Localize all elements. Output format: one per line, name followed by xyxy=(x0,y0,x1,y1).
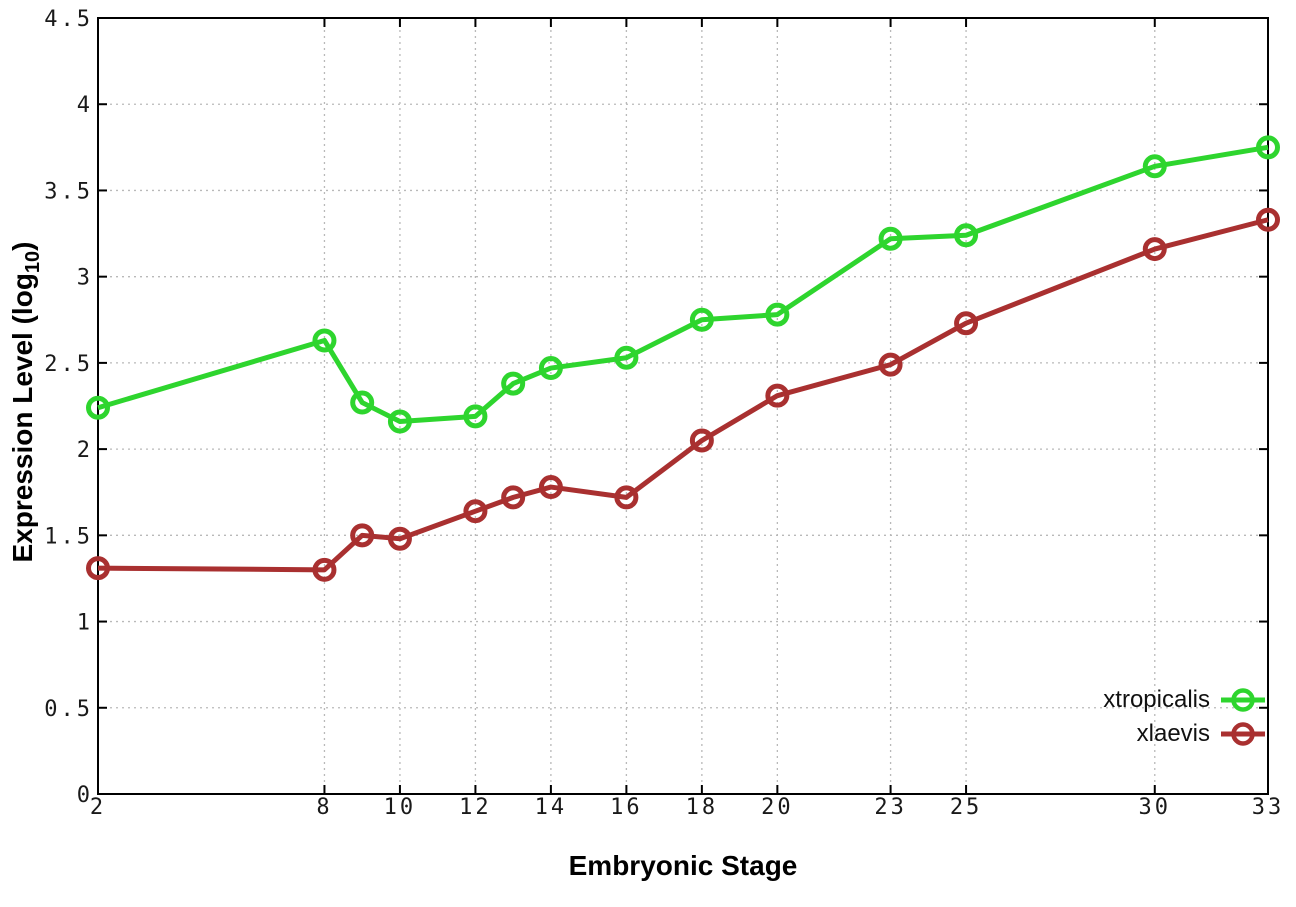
xtropicalis-marker xyxy=(538,356,563,381)
legend-circle-marker-icon xyxy=(1231,688,1255,712)
x-tick-label: 12 xyxy=(459,795,492,820)
plot-border xyxy=(97,17,1269,795)
xlaevis-marker xyxy=(614,485,639,510)
xlaevis-marker xyxy=(878,352,903,377)
y-tick-label: 2.5 xyxy=(44,352,93,377)
xlaevis-marker xyxy=(387,526,412,551)
y-axis-title-subscript: 10 xyxy=(22,250,44,274)
legend-marker-xlaevis xyxy=(1221,722,1265,746)
y-tick-label: 4.5 xyxy=(44,7,93,32)
y-tick-label: 0.5 xyxy=(44,697,93,722)
xtropicalis-marker xyxy=(86,395,110,420)
xlaevis-marker xyxy=(1142,237,1167,262)
xtropicalis-marker xyxy=(1256,135,1280,160)
xtropicalis-marker xyxy=(350,390,375,415)
x-tick-label: 20 xyxy=(761,795,794,820)
legend-marker-xtropicalis xyxy=(1221,688,1265,712)
y-axis-title: Expression Level (log10) xyxy=(7,242,45,563)
xtropicalis-marker xyxy=(501,371,526,396)
x-axis-title: Embryonic Stage xyxy=(568,850,798,881)
x-tick-label: 23 xyxy=(874,795,907,820)
legend-item-xtropicalis: xtropicalis xyxy=(1103,684,1266,716)
x-tick-label: 16 xyxy=(610,795,643,820)
xlaevis-line xyxy=(97,217,1269,573)
xtropicalis-marker xyxy=(614,345,639,370)
x-tick-label: 10 xyxy=(384,795,417,820)
xtropicalis-marker xyxy=(312,328,337,353)
xtropicalis-marker xyxy=(689,307,714,332)
xlaevis-marker xyxy=(954,311,979,336)
x-tick-label: 18 xyxy=(686,795,719,820)
x-tick-label: 2 xyxy=(90,795,106,820)
legend-item-xlaevis: xlaevis xyxy=(1103,718,1266,750)
y-tick-label: 2 xyxy=(77,438,93,463)
xtropicalis-marker xyxy=(1142,154,1167,179)
y-axis-title-suffix: ) xyxy=(7,241,38,251)
xlaevis-marker xyxy=(463,499,488,524)
x-tick-label: 14 xyxy=(535,795,568,820)
xlaevis-marker xyxy=(765,383,790,408)
x-tick-label: 33 xyxy=(1252,795,1285,820)
legend: xtropicalis xlaevis xyxy=(1103,684,1266,750)
xlaevis-marker xyxy=(312,557,337,582)
xlaevis-marker xyxy=(1256,207,1280,232)
xlaevis-marker xyxy=(86,556,110,581)
y-tick-label: 1.5 xyxy=(44,524,93,549)
y-tick-label: 4 xyxy=(77,93,93,118)
y-tick-label: 3 xyxy=(77,266,93,291)
xtropicalis-marker xyxy=(765,302,790,327)
xtropicalis-marker xyxy=(463,404,488,429)
xtropicalis-marker xyxy=(878,226,903,251)
y-axis-title-text: Expression Level (log xyxy=(7,273,38,563)
x-tick-label: 25 xyxy=(950,795,983,820)
xtropicalis-marker xyxy=(387,409,412,434)
y-tick-label: 0 xyxy=(77,783,93,808)
y-tick-label: 3.5 xyxy=(44,179,93,204)
x-tick-label: 8 xyxy=(316,795,332,820)
y-tick-label: 1 xyxy=(77,611,93,636)
xlaevis-marker xyxy=(538,475,563,500)
x-tick-label: 30 xyxy=(1139,795,1172,820)
xtropicalis-line xyxy=(97,144,1269,425)
xlaevis-marker xyxy=(350,523,375,548)
xlaevis-marker xyxy=(689,428,714,453)
legend-label-xlaevis: xlaevis xyxy=(1136,720,1210,747)
legend-label-xtropicalis: xtropicalis xyxy=(1103,686,1210,713)
xlaevis-marker xyxy=(501,485,526,510)
xtropicalis-marker xyxy=(954,223,979,248)
legend-circle-marker-icon xyxy=(1231,722,1255,746)
